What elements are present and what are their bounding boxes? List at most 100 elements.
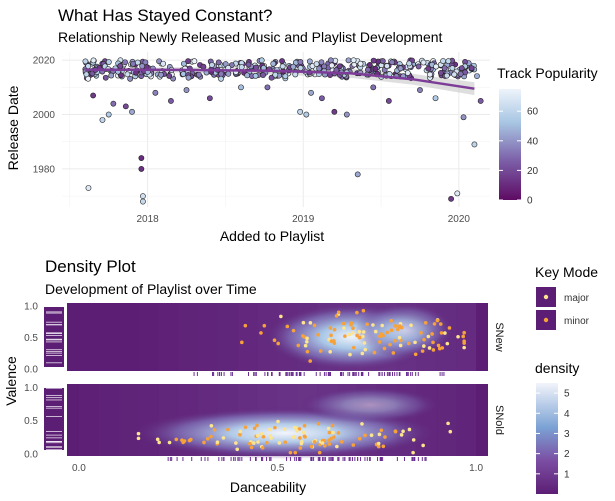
scatter-point bbox=[372, 65, 379, 72]
density-point bbox=[285, 324, 290, 329]
density-point bbox=[411, 450, 415, 455]
key-mode-legend: Key Mode major minor bbox=[535, 264, 598, 330]
density-point bbox=[259, 331, 263, 335]
density-point bbox=[221, 436, 226, 440]
density-point bbox=[261, 434, 266, 439]
scatter-point bbox=[357, 60, 364, 67]
density-point bbox=[357, 436, 362, 441]
density-point bbox=[407, 427, 412, 432]
density-point bbox=[316, 332, 320, 337]
density-point bbox=[303, 435, 307, 439]
density-point bbox=[277, 441, 282, 445]
density-point bbox=[365, 322, 369, 327]
density-point bbox=[273, 425, 277, 430]
scatter-point bbox=[331, 108, 338, 115]
density-band bbox=[79, 303, 99, 371]
popularity-legend-label: 60 bbox=[527, 107, 539, 118]
popularity-legend: Track Popularity 0 20 40 60 bbox=[497, 65, 598, 207]
scatter-point bbox=[279, 63, 286, 70]
density-point bbox=[435, 318, 440, 323]
scatter-point bbox=[316, 65, 323, 72]
density-band bbox=[158, 303, 179, 371]
popularity-legend-label: 40 bbox=[527, 136, 539, 147]
density-point bbox=[350, 331, 355, 335]
scatter-point bbox=[306, 58, 313, 65]
density-legend-label: 5 bbox=[564, 389, 570, 400]
density-point bbox=[174, 437, 179, 442]
scatter-point bbox=[130, 60, 137, 67]
scatter-point bbox=[258, 57, 265, 64]
scatter-point bbox=[415, 63, 422, 70]
density-point bbox=[300, 440, 304, 444]
density-point bbox=[202, 440, 206, 445]
density-point bbox=[309, 444, 314, 449]
density-band bbox=[217, 303, 238, 371]
density-point bbox=[385, 330, 390, 335]
scatter-point bbox=[406, 60, 413, 67]
scatter-point bbox=[477, 98, 484, 104]
scatter-point bbox=[108, 72, 115, 79]
scatter-point bbox=[385, 98, 392, 104]
top-chart-title: What Has Stayed Constant? bbox=[58, 6, 273, 25]
scatter-point bbox=[443, 72, 450, 79]
snew-density-secondary bbox=[355, 302, 455, 358]
scatter-point bbox=[427, 71, 433, 78]
density-point bbox=[249, 445, 254, 450]
density-point bbox=[323, 444, 327, 448]
scatter-point bbox=[336, 63, 343, 70]
density-point bbox=[411, 438, 416, 442]
density-point bbox=[267, 427, 272, 432]
bottom-x-tick-label: 0.5 bbox=[271, 463, 285, 474]
scatter-point bbox=[90, 57, 97, 64]
snold-density-secondary bbox=[300, 387, 440, 423]
density-point bbox=[456, 334, 460, 339]
scatter-point bbox=[122, 103, 129, 110]
density-point bbox=[419, 331, 423, 335]
density-point bbox=[398, 343, 403, 348]
scatter-point bbox=[138, 166, 145, 172]
scatter-point bbox=[195, 71, 202, 78]
density-point bbox=[302, 423, 307, 428]
density-point bbox=[447, 326, 452, 330]
density-point bbox=[382, 346, 387, 351]
density-point bbox=[255, 423, 259, 428]
density-point bbox=[303, 343, 308, 348]
scatter-point bbox=[215, 59, 222, 66]
snew-facet-strip bbox=[490, 303, 512, 371]
scatter-point bbox=[124, 71, 131, 78]
snold-facet-label: SNold bbox=[493, 405, 505, 435]
scatter-point bbox=[321, 63, 328, 70]
density-band bbox=[436, 384, 457, 456]
scatter-point bbox=[297, 108, 304, 115]
scatter-point bbox=[139, 63, 146, 69]
density-point bbox=[381, 444, 386, 449]
density-band bbox=[178, 303, 199, 371]
snew-facet-label: SNew bbox=[493, 322, 505, 351]
density-point bbox=[369, 433, 374, 438]
scatter-point bbox=[433, 63, 439, 70]
key-major-dot bbox=[543, 294, 549, 300]
density-point bbox=[388, 342, 392, 347]
scatter-point bbox=[129, 108, 135, 115]
density-point bbox=[393, 324, 398, 328]
density-legend-ticks: 1 2 3 4 5 bbox=[536, 389, 570, 480]
popularity-colorbar bbox=[499, 89, 521, 200]
density-point bbox=[363, 347, 368, 352]
scatter-point bbox=[454, 190, 461, 197]
density-point bbox=[437, 346, 442, 351]
density-point bbox=[209, 423, 214, 428]
density-point bbox=[262, 323, 267, 328]
density-point bbox=[251, 441, 256, 445]
density-point bbox=[243, 425, 248, 429]
bottom-x-tick-label: 0.0 bbox=[72, 463, 86, 474]
popularity-legend-label: 20 bbox=[527, 166, 539, 177]
scatter-point bbox=[417, 87, 423, 93]
density-point bbox=[272, 338, 277, 343]
scatter-point bbox=[264, 84, 271, 91]
density-point bbox=[357, 329, 362, 334]
density-point bbox=[209, 434, 213, 439]
scatter-point bbox=[327, 57, 334, 64]
density-point bbox=[349, 321, 354, 325]
scatter-point bbox=[252, 72, 259, 79]
density-point bbox=[362, 341, 367, 345]
